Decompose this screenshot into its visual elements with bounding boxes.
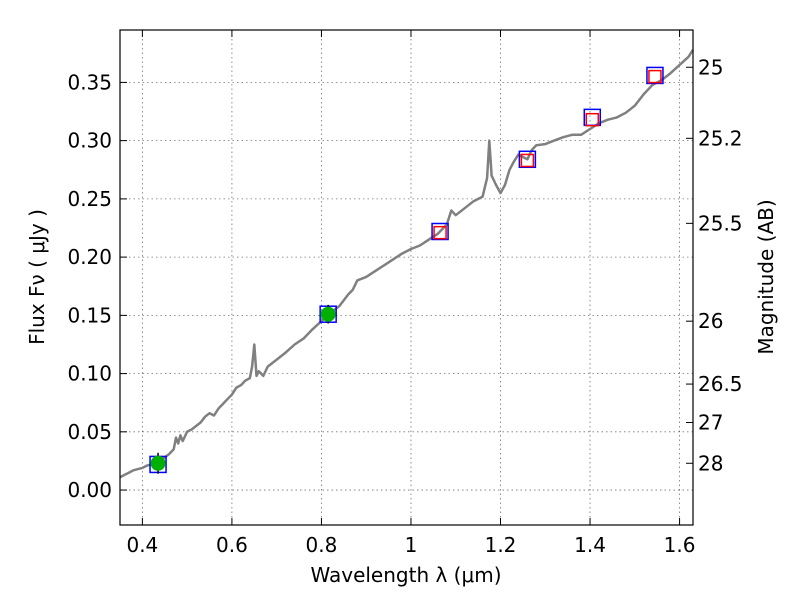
spectrum-line bbox=[119, 49, 695, 479]
model-flux-marker bbox=[431, 222, 449, 241]
predicted-flux-marker bbox=[520, 153, 535, 168]
x-tick-label: 1 bbox=[405, 533, 418, 557]
x-tick-label: 1.2 bbox=[485, 533, 517, 557]
tick-labels: 0.4 0.6 0.8 1 1.2 1.4 1.6 0.00 0.05 0.10 0.15 0.20 0… bbox=[67, 55, 742, 557]
predicted-flux-marker bbox=[585, 112, 600, 127]
y-tick-label: 0.10 bbox=[67, 362, 112, 386]
y2-tick-label: 26.5 bbox=[698, 372, 743, 396]
x-tick-label: 0.6 bbox=[216, 533, 248, 557]
predicted-flux-marker bbox=[433, 225, 447, 240]
observed-flux-point bbox=[150, 455, 166, 471]
y-tick-label: 0.15 bbox=[67, 303, 112, 327]
x-tick-label: 0.8 bbox=[306, 533, 338, 557]
predicted-flux-marker bbox=[648, 69, 662, 84]
y-axis-label: Flux Fν ( μJy ) bbox=[25, 209, 49, 345]
y2-tick-label: 25.5 bbox=[698, 211, 743, 235]
y-tick-label: 0.20 bbox=[67, 245, 112, 269]
y2-tick-label: 26 bbox=[698, 309, 723, 333]
y2-tick-label: 25 bbox=[698, 55, 723, 79]
plot-content bbox=[119, 49, 695, 479]
observed-flux-point bbox=[320, 306, 336, 322]
y-tick-label: 0.30 bbox=[67, 129, 112, 153]
axis-ticks bbox=[120, 30, 693, 525]
y-tick-label: 0.35 bbox=[67, 70, 112, 94]
plot-frame bbox=[119, 29, 694, 526]
y2-tick-label: 25.2 bbox=[698, 126, 743, 150]
model-flux-marker bbox=[518, 150, 537, 169]
x-axis-label: Wavelength λ (μm) bbox=[310, 563, 501, 587]
y2-tick-label: 27 bbox=[698, 411, 723, 435]
y-tick-label: 0.00 bbox=[67, 478, 112, 502]
right-y-axis-label: Magnitude (AB) bbox=[754, 199, 778, 354]
x-tick-label: 1.6 bbox=[664, 533, 696, 557]
y2-tick-label: 28 bbox=[698, 451, 723, 475]
x-tick-label: 1.4 bbox=[574, 533, 606, 557]
model-flux-marker bbox=[646, 66, 664, 85]
y-tick-label: 0.05 bbox=[67, 420, 112, 444]
x-tick-label: 0.4 bbox=[126, 533, 158, 557]
grid-lines bbox=[120, 30, 693, 525]
y-tick-label: 0.25 bbox=[67, 187, 112, 211]
